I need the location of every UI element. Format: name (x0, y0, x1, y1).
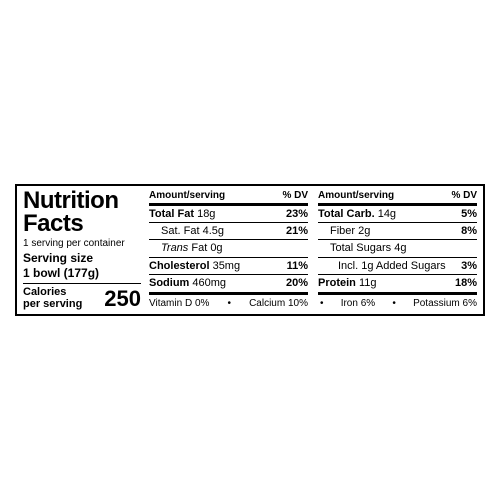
nutrient-label: Fiber 2g (318, 225, 370, 238)
nutrient-row: Total Sugars 4g (318, 240, 477, 257)
column-header: Amount/serving % DV (318, 190, 477, 206)
nutrition-facts-title: Nutrition Facts (23, 190, 141, 236)
col1-rows: Total Fat 18g 23% Sat. Fat 4.5g 21% Trans Fa… (149, 206, 308, 291)
nutrient-dv: 5% (461, 208, 477, 221)
header-dv: % DV (282, 190, 308, 201)
left-column: Nutrition Facts 1 serving per container … (23, 190, 141, 310)
calories-label-1: Calories (23, 286, 66, 298)
nutrient-label: Sat. Fat 4.5g (149, 225, 224, 238)
nutrient-label: Sodium 460mg (149, 277, 226, 290)
serving-size-value: 1 bowl (177g) (23, 266, 141, 280)
calories-value: 250 (104, 288, 141, 310)
vitamin-d: Vitamin D 0% (149, 298, 209, 309)
nutrient-row: Trans Fat 0g (149, 240, 308, 257)
nutrient-row: Total Fat 18g 23% (149, 206, 308, 223)
nutrient-dv: 18% (455, 277, 477, 290)
nutrient-row: Total Carb. 14g 5% (318, 206, 477, 223)
nutrient-label: Cholesterol 35mg (149, 260, 240, 273)
calories-label: Calories per serving (23, 286, 82, 310)
nutrient-row: Incl. 1g Added Sugars 3% (318, 258, 477, 275)
potassium: Potassium 6% (413, 298, 477, 309)
nutrients-column-1: Amount/serving % DV Total Fat 18g 23% Sat.… (149, 190, 308, 310)
header-amount: Amount/serving (149, 190, 225, 201)
nutrient-row: Fiber 2g 8% (318, 223, 477, 240)
nutrient-label: Total Sugars 4g (318, 242, 406, 255)
calories-label-2: per serving (23, 298, 82, 310)
nutrient-label: Trans Fat 0g (149, 242, 223, 255)
iron: Iron 6% (341, 298, 375, 309)
nutrition-facts-panel: Nutrition Facts 1 serving per container … (15, 184, 485, 316)
nutrient-dv: 20% (286, 277, 308, 290)
nutrient-dv: 21% (286, 225, 308, 238)
nutrient-row: Sat. Fat 4.5g 21% (149, 223, 308, 240)
footer-vitamins-1: Vitamin D 0% • Calcium 10% (149, 292, 308, 309)
column-header: Amount/serving % DV (149, 190, 308, 206)
nutrient-dv: 23% (286, 208, 308, 221)
nutrient-dv: 8% (461, 225, 477, 238)
data-columns: Amount/serving % DV Total Fat 18g 23% Sat.… (149, 190, 477, 310)
footer-vitamins-2: • Iron 6% • Potassium 6% (318, 292, 477, 309)
header-dv: % DV (451, 190, 477, 201)
title-line2: Facts (23, 210, 83, 237)
nutrient-row: Cholesterol 35mg 11% (149, 258, 308, 275)
nutrient-row: Sodium 460mg 20% (149, 275, 308, 291)
nutrient-label: Incl. 1g Added Sugars (318, 260, 446, 273)
header-amount: Amount/serving (318, 190, 394, 201)
col2-rows: Total Carb. 14g 5% Fiber 2g 8% Total Sugars … (318, 206, 477, 291)
bullet-icon: • (318, 298, 326, 309)
serving-size-label: Serving size (23, 251, 141, 265)
divider (23, 283, 141, 284)
servings-per-container: 1 serving per container (23, 238, 141, 249)
nutrient-label: Total Fat 18g (149, 208, 215, 221)
nutrient-dv: 3% (461, 260, 477, 273)
bullet-icon: • (390, 298, 398, 309)
nutrient-label: Total Carb. 14g (318, 208, 396, 221)
nutrient-row: Protein 11g 18% (318, 275, 477, 291)
calories-row: Calories per serving 250 (23, 286, 141, 310)
calcium: Calcium 10% (249, 298, 308, 309)
nutrients-column-2: Amount/serving % DV Total Carb. 14g 5% Fib… (318, 190, 477, 310)
nutrient-label: Protein 11g (318, 277, 377, 290)
nutrient-dv: 11% (287, 260, 308, 273)
bullet-icon: • (225, 298, 233, 309)
